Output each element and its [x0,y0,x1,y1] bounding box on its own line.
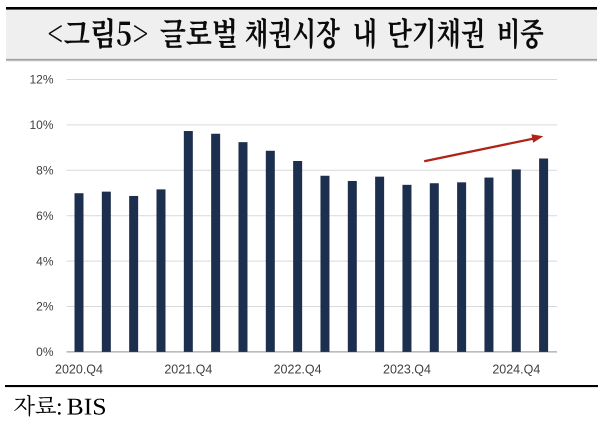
svg-text:2023.Q4: 2023.Q4 [383,363,431,377]
svg-text:2%: 2% [36,300,54,314]
svg-text:0%: 0% [36,345,54,359]
svg-text:6%: 6% [36,209,54,223]
svg-text:12%: 12% [29,73,53,87]
svg-text:2024.Q4: 2024.Q4 [492,363,540,377]
svg-text:4%: 4% [36,254,54,268]
svg-text:10%: 10% [29,118,53,132]
svg-text:2021.Q4: 2021.Q4 [164,363,212,377]
svg-text:8%: 8% [36,164,54,178]
svg-text:2020.Q4: 2020.Q4 [55,363,103,377]
svg-text:2022.Q4: 2022.Q4 [274,363,322,377]
